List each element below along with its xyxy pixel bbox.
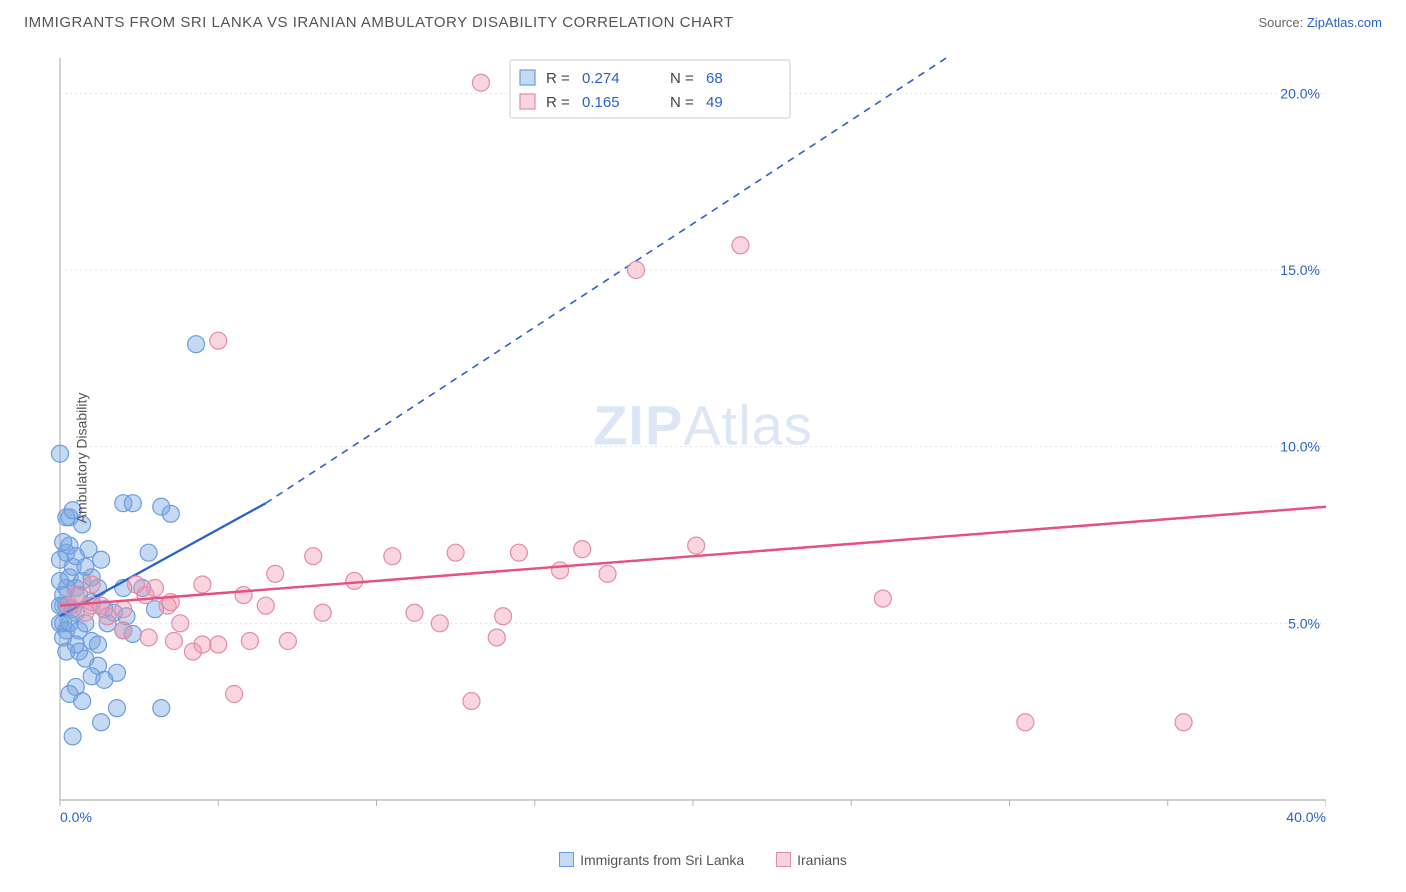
svg-text:49: 49: [706, 94, 723, 111]
bottom-legend: Immigrants from Sri Lanka Iranians: [20, 852, 1386, 868]
svg-text:0.274: 0.274: [582, 70, 620, 87]
chart-title: IMMIGRANTS FROM SRI LANKA VS IRANIAN AMB…: [24, 14, 734, 31]
scatter-chart: 5.0% 10.0% 15.0% 20.0% 0.0% 40.0% R = 0.274 N = 6…: [20, 48, 1326, 830]
svg-text:0.0%: 0.0%: [60, 809, 92, 825]
legend-swatch-2: [776, 852, 791, 867]
y-axis-label: Ambulatory Disability: [73, 393, 89, 524]
svg-text:15.0%: 15.0%: [1280, 262, 1320, 278]
svg-text:N =: N =: [670, 94, 694, 111]
svg-text:20.0%: 20.0%: [1280, 85, 1320, 101]
svg-text:R =: R =: [546, 94, 570, 111]
legend-item-2: Iranians: [776, 852, 847, 868]
svg-text:5.0%: 5.0%: [1288, 615, 1320, 631]
source-label: Source: ZipAtlas.com: [1258, 15, 1382, 30]
svg-text:0.165: 0.165: [582, 94, 620, 111]
chart-area: Ambulatory Disability ZIPAtlas 5.0%10.0%…: [20, 48, 1386, 868]
svg-text:40.0%: 40.0%: [1286, 809, 1326, 825]
legend-item-1: Immigrants from Sri Lanka: [559, 852, 748, 868]
legend-swatch-1: [559, 852, 574, 867]
svg-text:R =: R =: [546, 70, 570, 87]
source-link[interactable]: ZipAtlas.com: [1307, 15, 1382, 30]
chart-header: IMMIGRANTS FROM SRI LANKA VS IRANIAN AMB…: [0, 0, 1406, 41]
svg-text:N =: N =: [670, 70, 694, 87]
svg-text:10.0%: 10.0%: [1280, 439, 1320, 455]
svg-text:68: 68: [706, 70, 723, 87]
